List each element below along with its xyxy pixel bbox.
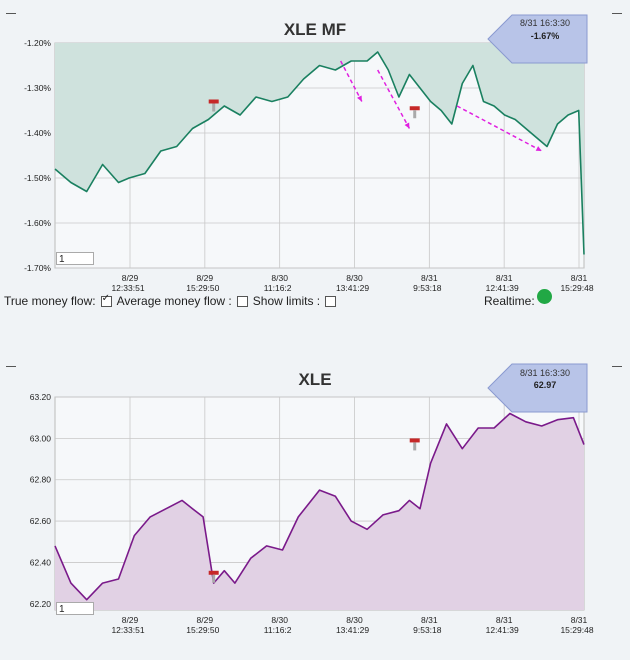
- x-tick-date: 8/31: [571, 273, 588, 283]
- event-marker: [409, 438, 420, 443]
- show-limits-label: Show limits :: [252, 294, 321, 308]
- y-tick-label: 63.20: [30, 392, 52, 402]
- series-line: [54, 51, 585, 255]
- x-tick-time: 13:41:29: [336, 625, 369, 635]
- zoom-input-2[interactable]: 1: [56, 602, 94, 615]
- x-tick-date: 8/31: [421, 615, 438, 625]
- x-tick-time: 15:29:48: [560, 283, 593, 293]
- x-tick-time: 11:16:2: [264, 625, 292, 635]
- x-tick-date: 8/30: [346, 273, 363, 283]
- badge-value: -1.67%: [531, 31, 560, 41]
- avg-flow-checkbox[interactable]: [236, 295, 248, 307]
- annotations: [208, 60, 543, 152]
- x-tick-date: 8/31: [421, 273, 438, 283]
- x-tick-time: 9:53:18: [413, 283, 442, 293]
- x-tick-time: 9:53:18: [413, 625, 442, 635]
- true-flow-checkbox[interactable]: [100, 293, 112, 307]
- y-tick-label: -1.50%: [24, 173, 51, 183]
- x-tick-time: 13:41:29: [336, 283, 369, 293]
- realtime-status-icon[interactable]: [537, 289, 552, 304]
- series-area: [55, 413, 584, 610]
- collapse-dash-right-2[interactable]: [612, 366, 622, 367]
- annotations: [208, 438, 420, 583]
- plot-area: [54, 43, 585, 255]
- trend-arrow-head: [404, 122, 410, 129]
- realtime-label: Realtime:: [484, 294, 535, 308]
- y-tick-label: -1.60%: [24, 218, 51, 228]
- collapse-dash-left[interactable]: [6, 13, 16, 14]
- y-axis: -1.20% -1.30% -1.40% -1.50% -1.60% -1.70%: [24, 38, 51, 273]
- x-tick-time: 15:29:48: [560, 625, 593, 635]
- x-tick-date: 8/30: [271, 273, 288, 283]
- x-tick-time: 11:16:2: [264, 283, 292, 293]
- x-tick-time: 15:29:50: [186, 625, 219, 635]
- x-tick-time: 12:33:51: [111, 283, 144, 293]
- event-marker: [208, 99, 219, 104]
- event-marker: [208, 570, 219, 575]
- value-badge: 8/31 16:3:30 -1.67%: [487, 14, 588, 64]
- event-marker: [409, 106, 420, 111]
- x-tick-date: 8/30: [346, 615, 363, 625]
- x-tick-time: 12:41:39: [486, 625, 519, 635]
- trend-arrow: [456, 105, 543, 152]
- x-tick-date: 8/31: [571, 615, 588, 625]
- y-tick-label: 62.80: [30, 475, 52, 485]
- series-line: [54, 412, 585, 601]
- x-tick-date: 8/31: [496, 615, 513, 625]
- collapse-dash-right[interactable]: [612, 13, 622, 14]
- x-tick-date: 8/29: [122, 615, 139, 625]
- value-badge: 8/31 16:3:30 62.97: [487, 363, 588, 413]
- money-flow-chart[interactable]: -1.20% -1.30% -1.40% -1.50% -1.60% -1.70% 8/2…: [0, 0, 630, 300]
- trend-arrow-head: [357, 95, 362, 102]
- y-tick-label: 62.40: [30, 557, 52, 567]
- x-tick-date: 8/31: [496, 273, 513, 283]
- true-flow-label: True money flow:: [4, 294, 96, 308]
- x-axis: 8/2912:33:518/2915:29:508/3011:16:28/301…: [111, 615, 593, 635]
- x-tick-date: 8/29: [197, 273, 214, 283]
- plot-area: [54, 412, 585, 610]
- chart-title-2: XLE: [298, 370, 332, 389]
- y-tick-label: 62.60: [30, 516, 52, 526]
- collapse-dash-left-2[interactable]: [6, 366, 16, 367]
- chart-title: XLE MF: [283, 20, 347, 39]
- x-tick-time: 12:41:39: [486, 283, 519, 293]
- x-tick-date: 8/30: [271, 615, 288, 625]
- x-axis: 8/2912:33:518/2915:29:508/3011:16:28/301…: [111, 273, 593, 293]
- x-tick-time: 12:33:51: [111, 625, 144, 635]
- y-tick-label: 62.20: [30, 599, 52, 609]
- x-tick-date: 8/29: [197, 615, 214, 625]
- badge-time: 8/31 16:3:30: [520, 368, 570, 378]
- badge-value: 62.97: [534, 380, 557, 390]
- flow-controls: True money flow: Average money flow : Sh…: [4, 293, 339, 308]
- y-tick-label: -1.20%: [24, 38, 51, 48]
- badge-time: 8/31 16:3:30: [520, 18, 570, 28]
- trend-arrow: [339, 60, 363, 102]
- badge-arrow-icon: [487, 363, 588, 413]
- y-axis: 63.20 63.00 62.80 62.60 62.40 62.20: [30, 392, 52, 609]
- y-tick-label: 63.00: [30, 433, 52, 443]
- x-tick-date: 8/29: [122, 273, 139, 283]
- x-tick-time: 15:29:50: [186, 283, 219, 293]
- series-area: [55, 43, 584, 255]
- zoom-input[interactable]: 1: [56, 252, 94, 265]
- y-tick-label: -1.70%: [24, 263, 51, 273]
- y-tick-label: -1.40%: [24, 128, 51, 138]
- y-tick-label: -1.30%: [24, 83, 51, 93]
- avg-flow-label: Average money flow :: [116, 294, 232, 308]
- badge-arrow-icon: [487, 14, 588, 64]
- show-limits-checkbox[interactable]: [325, 295, 337, 307]
- trend-arrow-head: [535, 146, 542, 151]
